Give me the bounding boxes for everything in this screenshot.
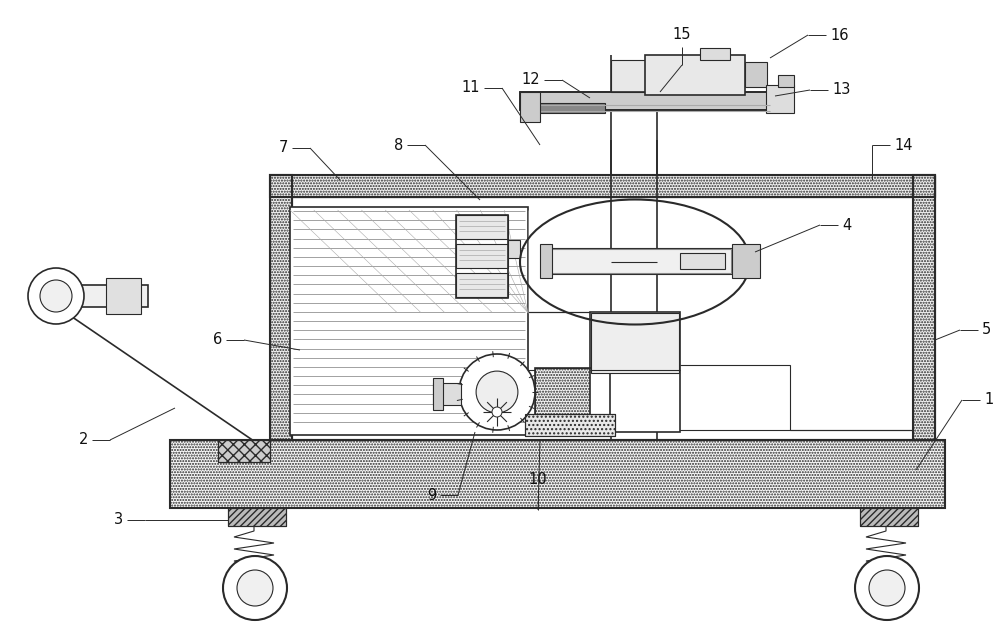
Circle shape [237,570,273,606]
Bar [860,508,918,526]
Bar [540,244,552,278]
Bar [543,249,731,273]
Circle shape [223,556,287,620]
Bar [508,240,520,258]
Bar [913,175,935,440]
Bar [270,175,292,440]
Bar [591,313,679,373]
Bar [525,414,615,436]
Bar [590,312,680,432]
Bar [525,414,615,436]
Bar [611,60,657,92]
Bar [270,175,292,440]
Text: 10: 10 [529,472,547,487]
Bar [645,55,745,95]
Circle shape [459,354,535,430]
Bar [542,248,732,274]
Text: 14: 14 [894,138,912,153]
Text: 9: 9 [427,488,436,503]
Text: 13: 13 [832,82,850,98]
Bar [433,383,461,405]
Bar [535,368,610,430]
Text: 12: 12 [521,72,540,87]
Bar [860,508,918,526]
Bar [218,440,270,462]
Bar [456,273,508,297]
Text: 4: 4 [842,217,851,232]
Bar [73,285,148,307]
Bar [270,175,935,197]
Bar [520,92,540,122]
Text: 8: 8 [394,138,403,153]
Text: 15: 15 [673,27,691,42]
Bar [766,85,794,113]
Circle shape [492,407,502,417]
Bar [456,215,508,239]
Circle shape [476,371,518,413]
Text: 7: 7 [279,141,288,156]
Circle shape [855,556,919,620]
Text: 6: 6 [213,333,222,348]
Bar [228,508,286,526]
Bar [745,62,767,87]
Text: 2: 2 [79,432,88,447]
Text: 1: 1 [984,392,993,407]
Bar [433,378,443,410]
Bar [456,215,508,298]
Bar [520,92,770,110]
Bar [218,440,270,462]
Bar [270,175,935,197]
Bar [170,440,945,508]
Circle shape [28,268,84,324]
Text: 16: 16 [830,27,848,42]
Bar [170,440,945,508]
Bar [778,75,794,87]
Bar [700,48,730,60]
Circle shape [40,280,72,312]
Bar [680,253,725,269]
Circle shape [869,570,905,606]
Text: 11: 11 [462,80,480,95]
Bar [456,244,508,268]
Bar [228,508,286,526]
Bar [106,278,141,314]
Text: 5: 5 [982,323,991,338]
Bar [732,244,760,278]
Bar [535,368,610,430]
Bar [913,175,935,440]
Text: 3: 3 [114,513,123,528]
Bar [520,103,605,113]
Bar [290,207,528,435]
Bar [520,92,770,110]
